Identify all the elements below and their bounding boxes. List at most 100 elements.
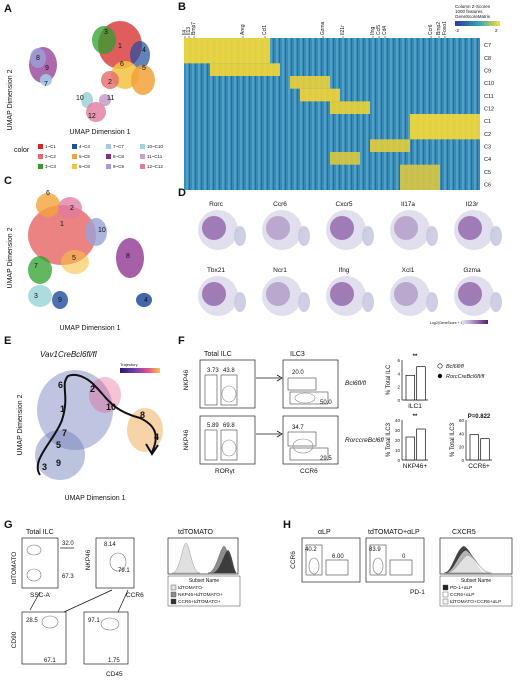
label-cluster-3: 3 (104, 29, 108, 36)
bar-tick: 20 (395, 438, 401, 443)
feature-plot-cloud (390, 276, 430, 316)
f-gate-r2-ccr6 (289, 447, 329, 461)
bar-tick: 60 (459, 418, 465, 423)
feature-plot-title: Ifng (339, 267, 350, 274)
panel-e-trajectory: Vav1CreBcl6fl/fl Trajectory UMAP Dimensi… (17, 350, 163, 502)
bar (469, 434, 480, 461)
feature-plot-title: Il17a (401, 201, 415, 208)
cluster-4 (130, 41, 150, 69)
h-title-alp: αLP (318, 529, 331, 536)
cluster-c-4 (136, 293, 152, 307)
gene-label: Il21r (340, 25, 346, 35)
heatmap-row-label: C9 (484, 68, 491, 74)
panel-e-colorbar-title: Trajectory (120, 362, 138, 367)
f-val-r2-ilc1: 5.89 (207, 423, 219, 429)
panel-e-xlabel: UMAP Dimension 1 (65, 495, 126, 502)
f-xaxis-left: RORγt (215, 468, 235, 475)
legend-a-label: 12~C12 (147, 164, 163, 169)
feature-plot-cloud (390, 210, 430, 250)
panel-letter-h: H (283, 519, 291, 531)
heatmap-row-label: C12 (484, 106, 494, 112)
f-val-r2-nkp46: 34.7 (292, 425, 304, 431)
legend-swatch (442, 598, 449, 605)
h-hist-tdtomato (445, 554, 493, 574)
cluster-c-9 (52, 291, 68, 309)
legend-a-label: 11~C11 (147, 154, 163, 159)
feature-plot-cloud-small (426, 292, 438, 312)
panel-g-flow: Total ILC tdTOMATO 32.0 67.3 SSC-A NKP46… (11, 529, 241, 678)
label-c-9: 9 (58, 297, 62, 304)
h-axis-pd1: PD-1 (410, 589, 425, 596)
feature-plot-cloud-small (362, 226, 374, 246)
feature-plot-cloud (262, 210, 302, 250)
f-gate-r2-nkp46 (287, 431, 317, 447)
heatmap-row-label: C10 (484, 81, 494, 87)
gene-label: Ccr6 (428, 24, 434, 35)
cluster-c-8 (116, 238, 144, 278)
heatmap-block (410, 114, 480, 140)
panel-letter-g: G (4, 519, 13, 531)
gene-label: Areg (240, 24, 246, 35)
feature-plot-expression (202, 216, 226, 240)
f-legend-ctrl: Bcl6fl/fl (446, 364, 465, 370)
legend-a-label: 1~C1 (45, 144, 56, 149)
panel-c-umap: UMAP Dimension 2 6 2 1 10 5 7 3 9 8 4 UM… (7, 190, 152, 332)
bar-ylabel: % Total ILC3 (450, 422, 456, 457)
h-legend: Subset NamePD-1+αLPCCR6+αLPtdTOMATO+CCR6… (439, 575, 513, 607)
panel-d-scale-bar (462, 320, 488, 324)
label-c-4: 4 (144, 297, 148, 304)
panel-c-ylabel: UMAP Dimension 2 (7, 227, 14, 288)
label-c-5: 5 (72, 255, 76, 262)
legend-swatch (170, 584, 177, 591)
feature-plot-expression (458, 216, 482, 240)
f-gate-r1-ilc1 (204, 374, 218, 406)
h-gate-2b (389, 559, 413, 576)
cluster-c-5 (61, 250, 89, 274)
h-contour-2 (372, 557, 384, 575)
g-contour-1a (26, 544, 42, 556)
f-contour-r2b (292, 438, 314, 454)
legend-title: Subset Name (461, 578, 492, 584)
label-cluster-7: 7 (44, 81, 48, 88)
h-title-tdtomato-alp: tdTOMATO+αLP (368, 529, 420, 536)
legend-title: Subset Name (189, 578, 220, 584)
bar-tick: 0 (397, 398, 400, 403)
cluster-c-2 (58, 197, 82, 219)
f-arrowhead-r2 (276, 430, 283, 438)
label-c-1: 1 (60, 221, 64, 228)
bar (405, 374, 416, 401)
panel-letter-e: E (4, 335, 11, 347)
g-arrow-cross (63, 589, 113, 613)
panel-d-scale: Log2(GeneScore + 1) (430, 320, 488, 325)
g-axis-ssc: SSC-A (30, 592, 51, 599)
legend-a-swatch (106, 144, 111, 149)
label-c-6: 6 (46, 190, 50, 197)
legend-swatch (170, 598, 177, 605)
g-hist-frame (167, 537, 239, 575)
legend-a-label: 2~C2 (45, 154, 56, 159)
f-title-total-ilc: Total ILC (204, 351, 232, 358)
panel-a-legend: 1~C1 4~C4 7~C7 10~C10 2~C2 5~C5 8~C8 11~C11 3~C3… (38, 144, 163, 169)
gene-label: Gzma (320, 21, 326, 35)
feature-plot-expression (266, 216, 290, 240)
f-contour-r1b (294, 392, 316, 404)
panel-a-umap: UMAP Dimension 2 8 9 7 3 1 6 5 2 4 10 11… (7, 21, 163, 169)
g-contour-1b (26, 568, 42, 582)
feature-plot-expression (330, 282, 354, 306)
bar-xlabel: NKP46+ (403, 463, 428, 470)
bar-tick: 40 (395, 418, 401, 423)
cluster-5 (131, 65, 155, 95)
panel-f-flow: Total ILC ILC3 NKP46 3.73 43.8 20.0 50.0… (183, 351, 492, 475)
traj-label-5: 5 (56, 440, 61, 450)
label-c-3: 3 (34, 293, 38, 300)
g-legend: Subset NametdTOMATO-NKP46+tdTOMATO+CCR6+… (167, 575, 241, 607)
h-gate-1a (305, 544, 323, 576)
legend-a-swatch (72, 164, 77, 169)
legend-a-swatch (38, 144, 43, 149)
g-plot-1 (21, 537, 59, 589)
feature-plot-cloud-small (234, 226, 246, 246)
